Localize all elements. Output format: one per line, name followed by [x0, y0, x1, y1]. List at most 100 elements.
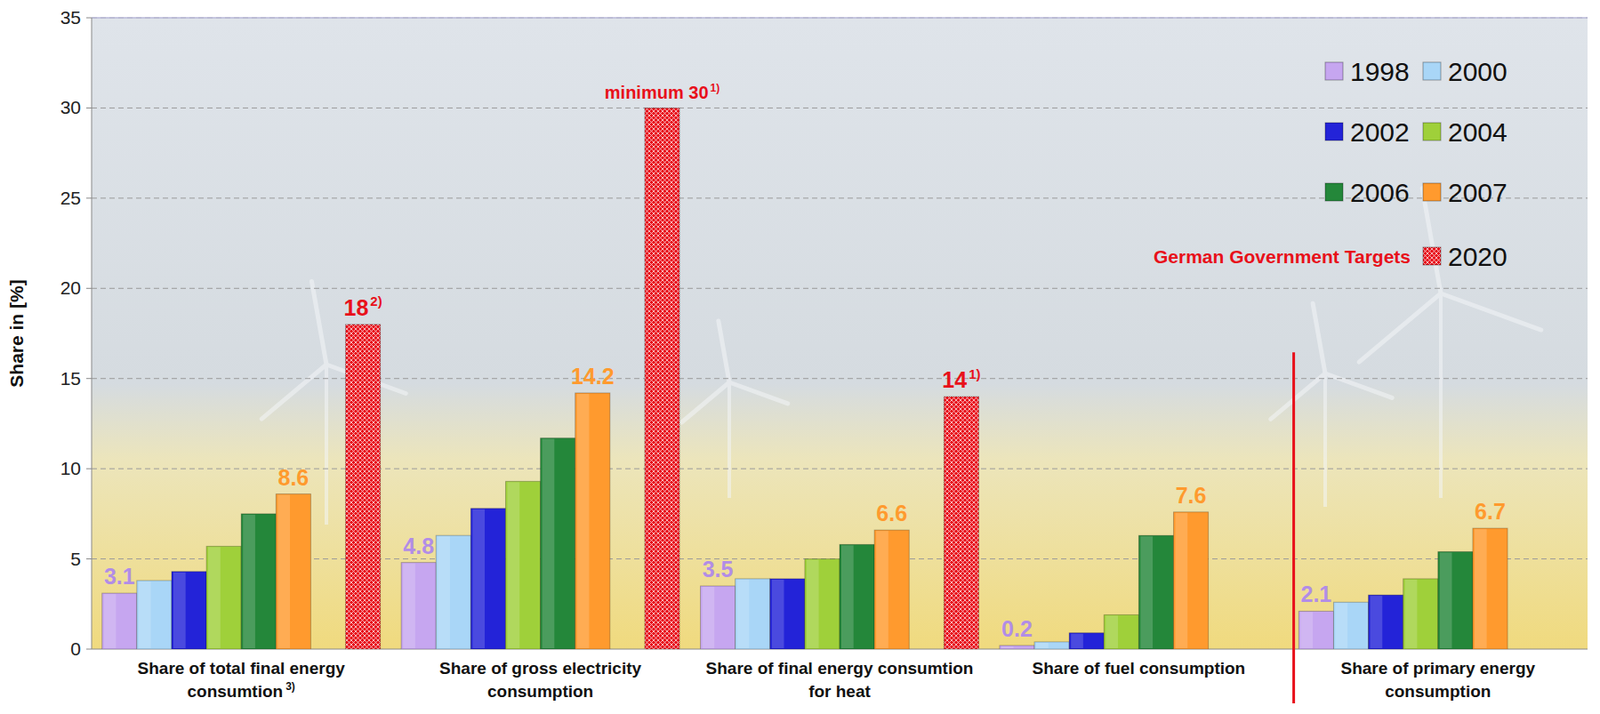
bar: [345, 324, 381, 650]
bar-highlight: [1370, 595, 1383, 649]
bar-highlight: [242, 514, 256, 649]
bar: [1472, 528, 1508, 650]
bar-highlight: [1175, 513, 1189, 649]
bars: [102, 107, 1508, 650]
bar: [700, 586, 736, 650]
bar: [999, 645, 1035, 650]
category-label: Share of final energy consumtionfor heat: [706, 659, 974, 701]
bar: [435, 535, 471, 650]
bar: [401, 562, 436, 650]
bar-highlight: [1474, 529, 1488, 649]
category-label: Share of primary energyconsumption: [1341, 659, 1536, 701]
tick-mark: [86, 558, 92, 560]
tick-mark: [86, 288, 92, 290]
bar: [275, 494, 311, 650]
legend-label: 2006: [1350, 177, 1410, 208]
bar: [1333, 602, 1368, 650]
grid-line: [91, 377, 1588, 379]
tick-mark: [86, 377, 92, 379]
bar: [540, 438, 576, 650]
background-turbines: [261, 188, 1542, 525]
footnote-mark: 3): [285, 680, 296, 693]
tick-mark: [86, 197, 92, 199]
category-label: Share of fuel consumption: [1032, 659, 1247, 678]
tick-label: 35: [60, 7, 81, 28]
data-label: 6.7: [1474, 498, 1506, 524]
bar-highlight: [506, 482, 520, 649]
legend-label: 2007: [1447, 177, 1508, 208]
bar: [241, 514, 276, 650]
y-axis-title: Share in [%]: [6, 279, 27, 387]
bar-highlight: [402, 563, 416, 649]
bar: [804, 559, 840, 650]
tick-label: 5: [70, 548, 81, 570]
chart: 05101520253035Share in [%]3.14.83.50.22.…: [0, 0, 1600, 714]
data-label: 7.6: [1175, 482, 1207, 508]
bar-highlight: [1300, 611, 1313, 649]
bar: [735, 578, 771, 650]
legend-label: 2002: [1350, 117, 1410, 147]
bar: [770, 578, 805, 650]
data-label: 18: [344, 295, 370, 321]
category-label: Share of gross electricityconsumption: [439, 659, 642, 701]
tick-label: 30: [60, 96, 81, 118]
bar-highlight: [208, 546, 221, 649]
tick-mark: [86, 649, 92, 651]
bar-highlight: [1001, 646, 1014, 649]
data-label: 3.1: [104, 563, 136, 589]
bar: [505, 481, 540, 650]
tick-label: 0: [70, 638, 81, 660]
bar: [874, 530, 909, 650]
bar-highlight: [1439, 552, 1453, 649]
legend-swatch: [1325, 122, 1343, 141]
legend-swatch: [1423, 122, 1441, 141]
bar-highlight: [1070, 634, 1084, 649]
footnote-mark: 1): [968, 366, 981, 382]
bar-highlight: [876, 530, 889, 649]
bar: [206, 546, 242, 650]
bar: [1438, 551, 1473, 650]
bar-highlight: [1105, 615, 1118, 649]
annotation: German Government Targets: [1153, 246, 1411, 267]
data-label: 3.5: [702, 556, 734, 582]
data-label: 14.2: [570, 363, 615, 389]
plot-frame: [91, 16, 1588, 19]
bar: [943, 396, 979, 650]
tick-label: 10: [60, 458, 81, 479]
data-label: 0.2: [1001, 616, 1033, 642]
plot-background: [91, 17, 1588, 650]
bar: [1173, 512, 1209, 650]
bar-highlight: [173, 572, 186, 649]
separator-line: [1292, 352, 1295, 704]
tick-label: 25: [60, 187, 81, 209]
bar: [136, 580, 172, 650]
bar-highlight: [437, 536, 451, 649]
bar-highlight: [771, 579, 785, 649]
bar-highlight: [841, 545, 854, 649]
bar: [1298, 611, 1334, 650]
grid-line: [91, 107, 1588, 109]
bar: [1368, 594, 1404, 650]
data-labels: 3.14.83.50.22.18.614.26.67.66.7182)minim…: [104, 81, 1506, 642]
legend-label: 2020: [1447, 241, 1508, 272]
tick-mark: [86, 468, 92, 470]
legend-label: 2004: [1447, 117, 1508, 147]
tick-mark: [86, 107, 92, 109]
tick-mark: [86, 17, 92, 19]
bar-highlight: [104, 594, 117, 649]
data-label: 4.8: [402, 533, 435, 559]
legend-swatch: [1325, 62, 1343, 81]
bar-highlight: [138, 581, 152, 649]
bar: [171, 571, 207, 650]
bar-highlight: [472, 509, 485, 649]
legend-swatch: [1423, 247, 1441, 266]
bar: [470, 508, 506, 650]
bar-highlight: [806, 560, 820, 649]
legend-swatch: [1423, 183, 1441, 202]
bar-highlight: [542, 439, 555, 649]
data-label: minimum 30: [604, 82, 709, 103]
category-label: Share of total final energyconsumtion: [137, 659, 346, 701]
grid-line: [91, 17, 1588, 19]
footnote-mark: 1): [710, 81, 721, 95]
legend-swatch: [1325, 183, 1343, 202]
